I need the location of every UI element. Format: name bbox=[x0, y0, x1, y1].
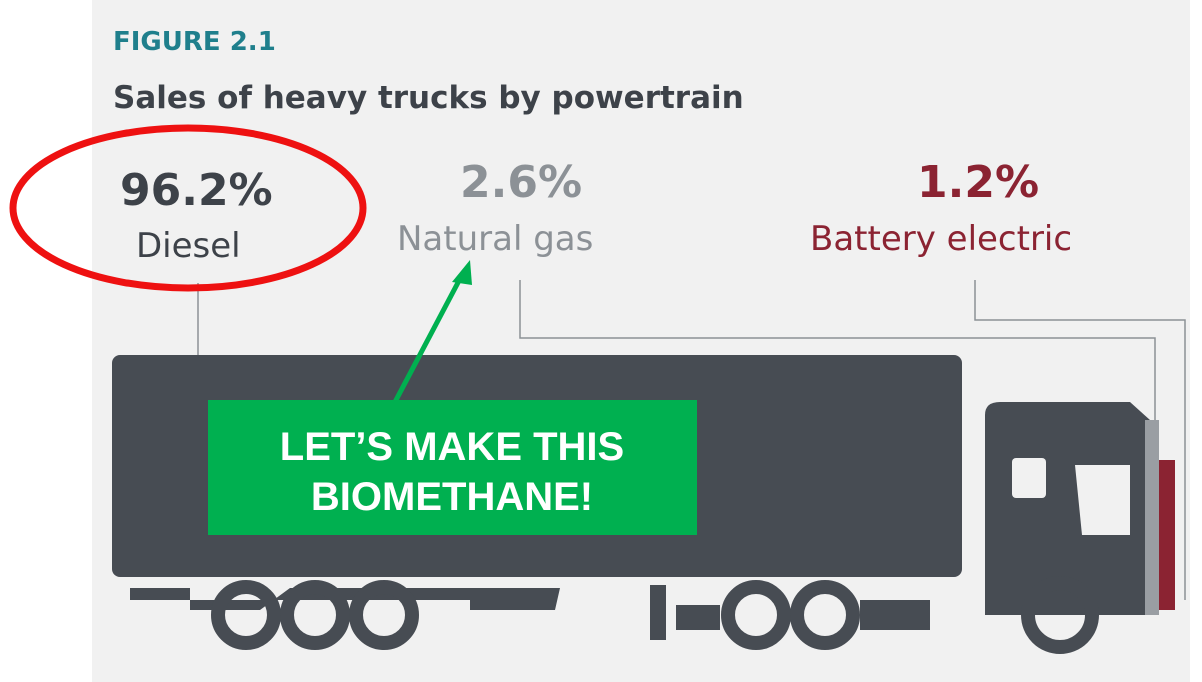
cab-window bbox=[1012, 458, 1046, 498]
share: 1.2% bbox=[917, 157, 1039, 208]
callout-text: LET’S MAKE THIS bbox=[280, 425, 624, 469]
cab-front bbox=[1145, 420, 1159, 615]
segment-name: Battery electric bbox=[810, 219, 1072, 259]
share: 2.6% bbox=[460, 157, 582, 208]
segment-name: Diesel bbox=[136, 226, 241, 266]
segment-name: Natural gas bbox=[397, 219, 593, 259]
cab-front bbox=[1159, 460, 1175, 610]
callout-text: BIOMETHANE! bbox=[311, 475, 593, 519]
share: 96.2% bbox=[120, 165, 273, 216]
cab-window bbox=[1075, 465, 1130, 535]
figure-title: Sales of heavy trucks by powertrain bbox=[113, 80, 744, 116]
infographic: FIGURE 2.1 Sales of heavy trucks by powe… bbox=[0, 0, 1202, 682]
figure-label: FIGURE 2.1 bbox=[113, 27, 276, 57]
